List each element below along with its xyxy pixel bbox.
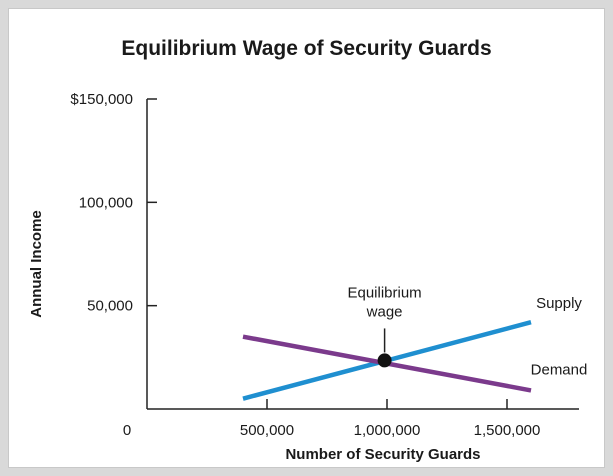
series-lines — [242, 320, 532, 401]
equilibrium-point — [377, 353, 392, 368]
chart-frame: Equilibrium Wage of Security Guards 50,0… — [8, 8, 605, 468]
x-tick-label: 1,500,000 — [474, 422, 541, 439]
chart-title: Equilibrium Wage of Security Guards — [121, 37, 492, 60]
y-axis-title: Annual Income — [28, 210, 45, 318]
equilibrium-label-line2: wage — [366, 303, 403, 320]
y-tick-label: $150,000 — [70, 91, 133, 108]
x-axis-title: Number of Security Guards — [285, 446, 480, 463]
axes — [146, 98, 579, 410]
series-label-demand: Demand — [531, 361, 588, 378]
chart-svg: 50,000 100,000 $150,000 0 500,000 1,000,000 1,… — [28, 91, 587, 463]
equilibrium-label-line1: Equilibrium — [347, 284, 421, 301]
series-label-supply: Supply — [536, 295, 582, 312]
y-tick-label: 50,000 — [87, 298, 133, 315]
x-tick-label: 1,000,000 — [354, 422, 421, 439]
labels: 50,000 100,000 $150,000 0 500,000 1,000,000 1,… — [28, 91, 587, 463]
y-tick-label: 100,000 — [79, 194, 133, 211]
x-tick-label: 0 — [123, 422, 131, 439]
x-tick-label: 500,000 — [240, 422, 294, 439]
